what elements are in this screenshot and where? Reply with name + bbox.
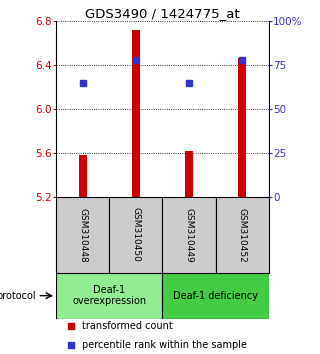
Text: Deaf-1 deficiency: Deaf-1 deficiency xyxy=(173,291,258,301)
FancyBboxPatch shape xyxy=(109,197,163,273)
Text: protocol: protocol xyxy=(0,291,36,301)
FancyBboxPatch shape xyxy=(163,273,269,319)
Text: Deaf-1
overexpression: Deaf-1 overexpression xyxy=(72,285,146,307)
Bar xyxy=(79,155,87,197)
FancyBboxPatch shape xyxy=(216,197,269,273)
Bar xyxy=(185,151,193,197)
Title: GDS3490 / 1424775_at: GDS3490 / 1424775_at xyxy=(85,7,240,20)
Text: GSM310450: GSM310450 xyxy=(131,207,140,262)
FancyBboxPatch shape xyxy=(163,197,216,273)
Bar xyxy=(132,30,140,197)
Text: percentile rank within the sample: percentile rank within the sample xyxy=(82,340,246,350)
FancyBboxPatch shape xyxy=(56,197,109,273)
Bar xyxy=(238,58,246,197)
FancyBboxPatch shape xyxy=(56,273,163,319)
Text: GSM310449: GSM310449 xyxy=(185,207,194,262)
Text: GSM310448: GSM310448 xyxy=(78,207,87,262)
Text: GSM310452: GSM310452 xyxy=(238,207,247,262)
Text: transformed count: transformed count xyxy=(82,321,172,331)
